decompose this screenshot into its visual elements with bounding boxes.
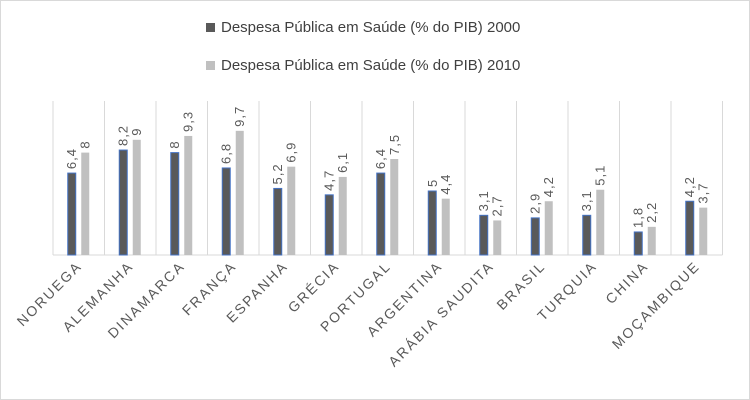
data-label: 5,1 [593, 165, 608, 186]
data-label: 8 [78, 140, 93, 148]
bar-2000 [376, 172, 386, 256]
bar-2010 [390, 159, 399, 255]
bar-2000 [479, 214, 489, 256]
data-label: 3,1 [579, 190, 594, 211]
data-label: 6,9 [284, 142, 299, 163]
legend-item-2000: Despesa Pública em Saúde (% do PIB) 2000 [206, 19, 520, 36]
data-label: 2,9 [528, 193, 543, 214]
bar-2000 [170, 152, 180, 256]
bar-2010 [493, 220, 502, 255]
data-label: 6,1 [335, 152, 350, 173]
category-label: CHINA [602, 258, 651, 307]
legend-label-2010: Despesa Pública em Saúde (% do PIB) 2010 [221, 57, 521, 74]
bar-2000 [582, 214, 592, 256]
bar-2000 [273, 187, 283, 256]
data-label: 9,3 [181, 111, 196, 132]
data-label: 7,5 [387, 134, 402, 155]
bar-2010 [235, 130, 244, 255]
data-label: 3,7 [696, 183, 711, 204]
bar-2000 [633, 231, 643, 256]
bar-2000 [427, 190, 437, 256]
data-label: 2,2 [644, 202, 659, 223]
bar-2000 [530, 217, 540, 256]
data-label: 4,2 [541, 176, 556, 197]
bar-2010 [81, 152, 90, 255]
bar-2000 [221, 167, 231, 256]
data-label: 4,2 [682, 176, 697, 197]
data-label: 6,4 [64, 148, 79, 169]
data-label: 4,7 [322, 170, 337, 191]
bar-2010 [441, 198, 450, 255]
data-label: 9 [129, 128, 144, 136]
data-label: 5,2 [270, 163, 285, 184]
data-label: 8,2 [116, 125, 131, 146]
bar-2010 [338, 176, 347, 255]
data-label: 8 [167, 140, 182, 148]
data-label: 2,7 [490, 195, 505, 216]
data-label: 1,8 [631, 207, 646, 228]
data-label: 9,7 [232, 106, 247, 127]
bar-2010 [544, 201, 553, 255]
bar-2000 [324, 194, 334, 256]
category-label: ARÁBIA SAUDITA [385, 258, 497, 370]
bar-2010 [287, 166, 296, 255]
data-label: 5 [425, 179, 440, 187]
bar-2010 [699, 207, 708, 255]
category-label: BRASIL [493, 258, 548, 313]
bar-2010 [647, 226, 656, 255]
legend-label-2000: Despesa Pública em Saúde (% do PIB) 2000 [221, 19, 521, 36]
bar-2010 [596, 189, 605, 255]
bar-2010 [132, 139, 141, 255]
data-label: 6,8 [219, 143, 234, 164]
data-label: 6,4 [373, 148, 388, 169]
category-label: MOÇAMBIQUE [609, 258, 703, 352]
data-label: 3,1 [476, 190, 491, 211]
legend-swatch-2000 [206, 23, 215, 32]
legend-item-2010: Despesa Pública em Saúde (% do PIB) 2010 [206, 57, 520, 74]
bar-2000 [67, 172, 77, 256]
data-label: 4,4 [438, 174, 453, 195]
bar-2010 [184, 135, 193, 255]
bar-2000 [118, 149, 128, 256]
legend-swatch-2010 [206, 61, 215, 70]
bar-2000 [685, 200, 695, 256]
